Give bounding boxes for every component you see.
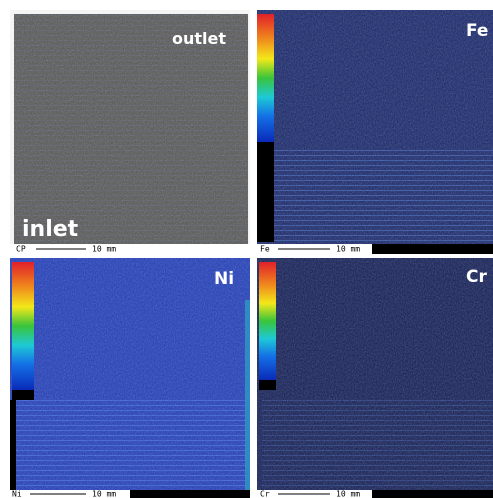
footer-code: CP (16, 245, 26, 254)
panel-cp: outlet inlet CP 10 mm (10, 10, 250, 254)
footer-scale: 10 mm (92, 490, 116, 498)
footer-scale: 10 mm (92, 245, 116, 254)
label: Cr (466, 267, 487, 287)
panel-cr: Cr Cr 10 mm (257, 258, 493, 498)
panel-ni: Ni Ni 10 mm (10, 258, 250, 498)
label: Fe (466, 21, 488, 41)
footer-scale: 10 mm (336, 245, 360, 254)
footer-scale: 10 mm (336, 490, 360, 498)
label: outlet (172, 29, 226, 48)
label: inlet (22, 217, 79, 242)
panel-fe: Fe Fe 10 mm (257, 10, 493, 254)
footer-code: Ni (12, 490, 22, 498)
footer-code: Fe (260, 245, 270, 254)
footer-code: Cr (260, 490, 270, 498)
label: Ni (214, 269, 234, 289)
